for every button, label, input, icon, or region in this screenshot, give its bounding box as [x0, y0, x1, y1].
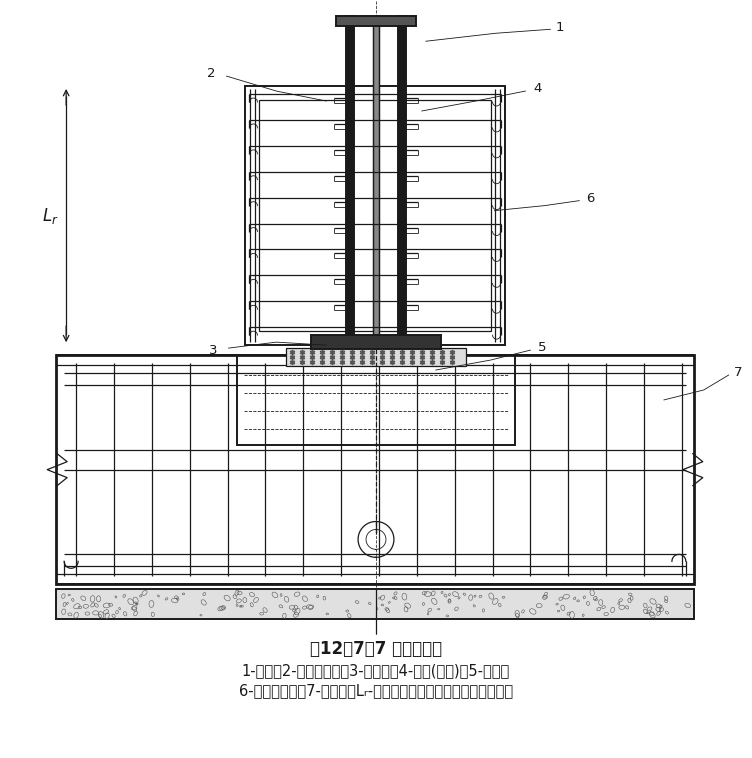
- Text: $L_r$: $L_r$: [42, 205, 59, 226]
- Bar: [56, 355, 694, 584]
- Text: 7: 7: [734, 365, 742, 378]
- Text: 4: 4: [533, 82, 541, 95]
- Bar: [56, 589, 694, 619]
- Bar: [346, 17, 354, 345]
- Bar: [245, 86, 505, 345]
- Text: 图12．7．7 外包式柱脚: 图12．7．7 外包式柱脚: [310, 640, 442, 658]
- Text: 5: 5: [538, 340, 547, 354]
- Bar: [287, 348, 465, 366]
- Bar: [311, 335, 441, 349]
- Text: 6: 6: [587, 193, 595, 205]
- Text: 3: 3: [209, 343, 218, 356]
- Text: 1-钢柱；2-水平加劲肋；3-柱底板；4-栓钉(可选)；5-锚栓；: 1-钢柱；2-水平加劲肋；3-柱底板；4-栓钉(可选)；5-锚栓；: [242, 663, 510, 678]
- Bar: [373, 17, 379, 345]
- Text: 1: 1: [555, 20, 564, 34]
- Bar: [259, 100, 490, 331]
- Bar: [336, 17, 416, 27]
- Bar: [398, 17, 406, 345]
- Text: 6-外包混凝土；7-基础梁；Lᵣ-外包混凝土顶部箍筋至柱底板的距离: 6-外包混凝土；7-基础梁；Lᵣ-外包混凝土顶部箍筋至柱底板的距离: [239, 684, 513, 698]
- Bar: [237, 355, 515, 445]
- Text: 2: 2: [208, 67, 216, 80]
